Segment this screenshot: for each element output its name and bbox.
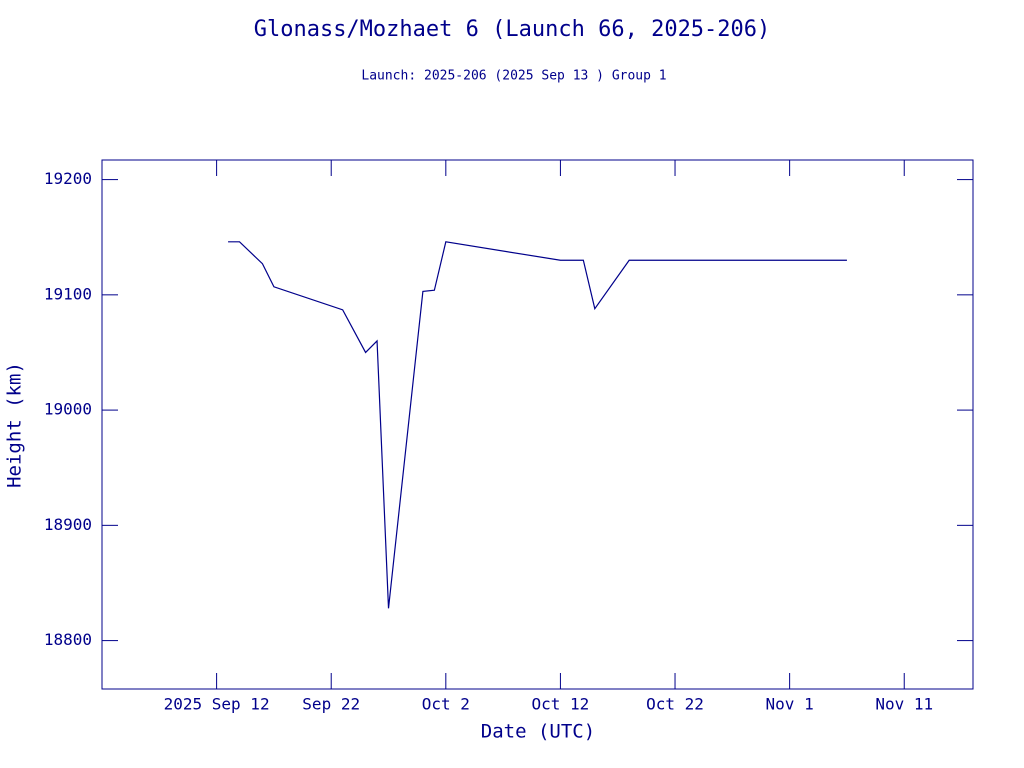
chart-subtitle: Launch: 2025-206 (2025 Sep 13 ) Group 1	[361, 69, 666, 84]
y-tick-label: 19200	[44, 169, 92, 188]
x-axis-label: Date (UTC)	[481, 721, 595, 743]
data-line	[228, 241, 847, 609]
x-tick-label: Oct 2	[422, 695, 470, 714]
y-tick-label: 18900	[44, 515, 92, 534]
y-axis-label: Height (km)	[4, 362, 26, 488]
x-tick-label: 2025 Sep 12	[164, 695, 270, 714]
x-tick-label: Nov 11	[875, 695, 933, 714]
y-tick-label: 19100	[44, 284, 92, 303]
x-tick-label: Oct 22	[646, 695, 704, 714]
plot-frame	[101, 159, 974, 690]
x-tick-label: Nov 1	[766, 695, 814, 714]
chart-title: Glonass/Mozhaet 6 (Launch 66, 2025-206)	[254, 17, 771, 42]
y-tick-label: 18800	[44, 630, 92, 649]
x-tick-label: Oct 12	[532, 695, 590, 714]
x-tick-label: Sep 22	[302, 695, 360, 714]
y-tick-label: 19000	[44, 400, 92, 419]
